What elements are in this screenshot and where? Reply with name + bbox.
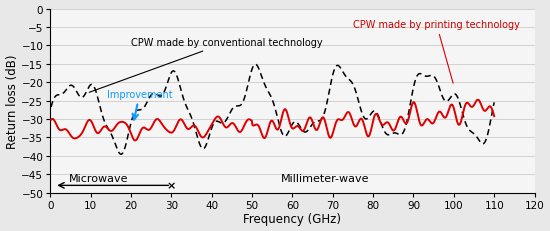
Y-axis label: Return loss (dB): Return loss (dB) bbox=[6, 54, 19, 148]
Text: CPW made by conventional technology: CPW made by conventional technology bbox=[89, 38, 323, 93]
Text: ×: × bbox=[167, 181, 176, 191]
Text: Millimeter-wave: Millimeter-wave bbox=[280, 173, 369, 183]
Text: Microwave: Microwave bbox=[69, 173, 129, 183]
Text: CPW made by printing technology: CPW made by printing technology bbox=[353, 20, 520, 84]
Text: Improvement: Improvement bbox=[107, 90, 172, 120]
X-axis label: Frequency (GHz): Frequency (GHz) bbox=[244, 213, 342, 225]
